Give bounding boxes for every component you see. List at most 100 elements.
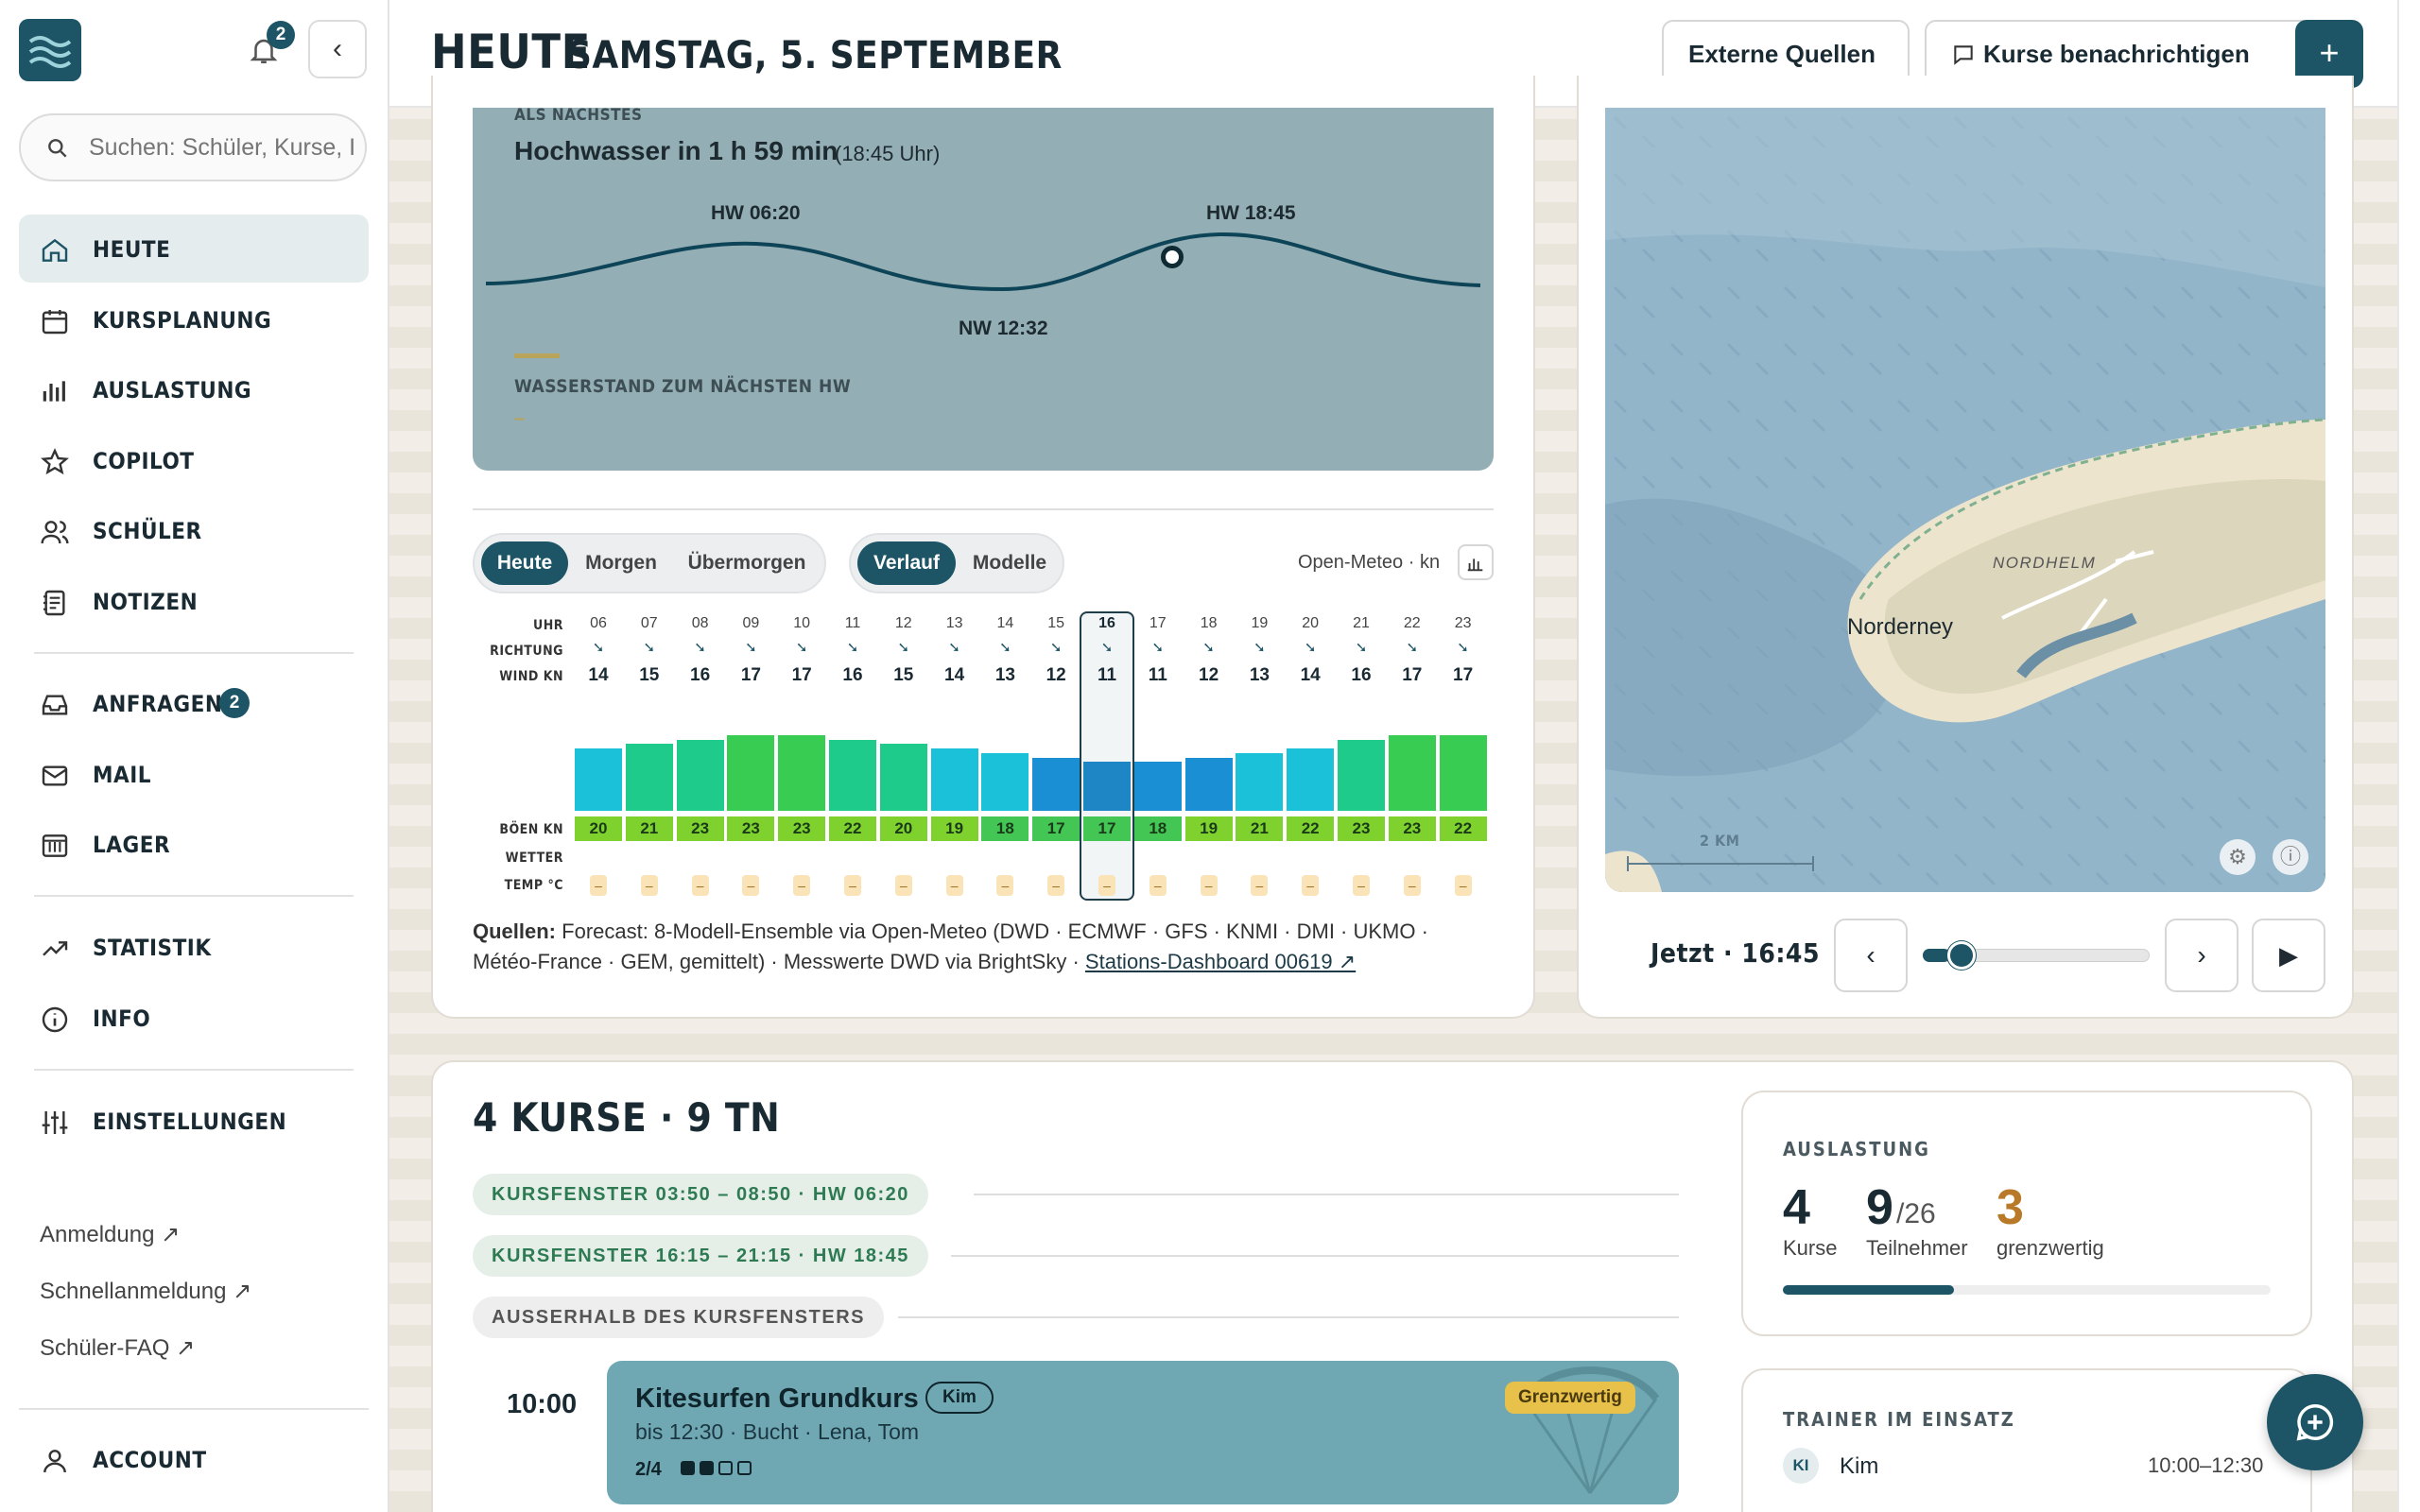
link-anmeldung[interactable]: Anmeldung ↗ [40, 1222, 181, 1247]
mode-option-modelle[interactable]: Modelle [972, 552, 1047, 574]
copilot-chat-button[interactable] [2267, 1374, 2363, 1470]
wind-speed-value: 12 [1046, 665, 1066, 685]
map-settings-button[interactable]: ⚙ [2220, 839, 2256, 875]
sidebar-item-label: ANFRAGEN [93, 691, 223, 717]
day-option-heute[interactable]: Heute [481, 541, 568, 585]
hour-label: 08 [691, 615, 709, 631]
course-count: 2/4 [635, 1459, 662, 1480]
search-input[interactable] [89, 129, 363, 166]
wind-speed-value: 15 [893, 665, 914, 685]
temp-value: – [894, 875, 912, 896]
chart-toggle-button[interactable] [1458, 544, 1494, 580]
mode-option-verlauf[interactable]: Verlauf [857, 541, 956, 585]
temp-value: – [1047, 875, 1065, 896]
course-entry[interactable]: Kitesurfen Grundkurs Kim bis 12:30 · Buc… [607, 1361, 1679, 1504]
course-details: bis 12:30 · Bucht · Lena, Tom [635, 1419, 920, 1444]
trainer-avatar: KI [1783, 1448, 1819, 1484]
slider-fill [1923, 949, 1950, 962]
gust-value: 18 [981, 816, 1029, 841]
sidebar-item-label: KURSPLANUNG [93, 307, 272, 334]
hour-label: 14 [996, 615, 1014, 631]
chat-icon [2296, 1404, 2334, 1441]
map-district-label: NORDHELM [1993, 554, 2097, 572]
slider-thumb[interactable] [1946, 941, 1976, 970]
hour-label: 16 [1098, 615, 1115, 631]
map-prev-button[interactable]: ‹ [1834, 919, 1908, 992]
notifications-button[interactable]: 2 [244, 21, 295, 70]
sidebar-item-schueler[interactable]: SCHÜLER [19, 496, 369, 564]
sidebar-item-statistik[interactable]: STATISTIK [19, 913, 369, 981]
sidebar-item-notizen[interactable]: NOTIZEN [19, 567, 369, 635]
sidebar-item-mail[interactable]: MAIL [19, 740, 369, 808]
gust-value: 20 [879, 816, 927, 841]
wind-direction-icon: ➘ [1049, 640, 1063, 656]
temp-value: – [590, 875, 607, 896]
sidebar-item-label: STATISTIK [93, 935, 212, 961]
sidebar-item-label: HEUTE [93, 236, 171, 263]
sources-line2: Météo-France · GEM, gemittelt) · Messwer… [473, 950, 1080, 973]
map-view[interactable]: Norderney NORDHELM 2 KM ⚙ ⓘ [1605, 108, 2325, 892]
sidebar-item-einstellungen[interactable]: EINSTELLUNGEN [19, 1087, 369, 1155]
map-time-slider[interactable] [1923, 941, 2150, 970]
day-option-uebermorgen[interactable]: Übermorgen [687, 552, 806, 574]
trend-icon [43, 941, 68, 956]
temp-value: – [793, 875, 811, 896]
temp-value: – [1200, 875, 1218, 896]
sidebar-item-info[interactable]: INFO [19, 984, 369, 1052]
hour-label: 21 [1353, 615, 1370, 631]
sidebar-item-account[interactable]: ACCOUNT [19, 1425, 369, 1493]
capacity-dot-filled [681, 1461, 695, 1475]
hour-label: 17 [1149, 615, 1167, 631]
row-label-richtung: RICHTUNG [490, 644, 563, 659]
app-logo[interactable] [19, 19, 81, 81]
notes-icon [43, 590, 65, 616]
wind-speed-value: 11 [1148, 665, 1167, 685]
gust-value: 22 [829, 816, 876, 841]
map-next-button[interactable]: › [2165, 919, 2238, 992]
row-label-wind: WIND KN [499, 669, 563, 684]
capacity-dot-filled [700, 1461, 714, 1475]
sidebar-item-kursplanung[interactable]: KURSPLANUNG [19, 285, 369, 353]
gust-value: 18 [1133, 816, 1182, 841]
collapse-sidebar-button[interactable]: ‹ [308, 20, 367, 78]
map-drawing [1605, 108, 2325, 892]
wind-direction-icon: ➘ [1457, 640, 1469, 656]
page-scrollbar[interactable] [2397, 0, 2420, 1512]
sidebar-item-copilot[interactable]: COPILOT [19, 426, 369, 494]
wind-speed-value: 14 [1300, 665, 1321, 685]
nw-label: NW 12:32 [959, 318, 1048, 339]
wind-bar [1287, 748, 1335, 811]
link-schnellanmeldung[interactable]: Schnellanmeldung ↗ [40, 1279, 252, 1304]
sidebar-divider [34, 1069, 354, 1071]
participants-label: Teilnehmer [1866, 1236, 1968, 1260]
sidebar-item-heute[interactable]: HEUTE [19, 215, 369, 283]
search-box[interactable] [19, 113, 367, 181]
notifications-badge: 2 [267, 21, 295, 49]
user-icon [43, 1450, 66, 1473]
sidebar-item-anfragen[interactable]: ANFRAGEN 2 [19, 669, 369, 737]
wind-speed-value: 16 [690, 665, 711, 685]
sidebar-item-label: LAGER [93, 832, 171, 858]
borderline-label: grenzwertig [1996, 1236, 2104, 1260]
gust-value: 21 [1236, 816, 1284, 841]
gust-value: 23 [727, 816, 775, 841]
trainer-tag: Kim [925, 1382, 994, 1414]
temp-value: – [1353, 875, 1370, 896]
sidebar-item-lager[interactable]: LAGER [19, 810, 369, 878]
sidebar-item-auslastung[interactable]: AUSLASTUNG [19, 355, 369, 423]
course-time: 10:00 [507, 1389, 578, 1419]
temp-value: – [691, 875, 709, 896]
map-info-button[interactable]: ⓘ [2273, 839, 2308, 875]
sidebar-item-label: INFO [93, 1005, 151, 1032]
wind-speed-value: 17 [1402, 665, 1423, 685]
temp-value: – [844, 875, 861, 896]
wind-speed-value: 17 [740, 665, 761, 685]
link-schueler-faq[interactable]: Schüler-FAQ ↗ [40, 1335, 196, 1361]
stations-dashboard-link[interactable]: Stations-Dashboard 00619 ↗ [1084, 950, 1357, 973]
day-option-morgen[interactable]: Morgen [585, 552, 657, 574]
map-play-button[interactable]: ▶ [2252, 919, 2325, 992]
gear-icon: ⚙ [2228, 845, 2247, 868]
temp-value: – [1251, 875, 1269, 896]
sources-line1: Forecast: 8-Modell-Ensemble via Open-Met… [562, 919, 1428, 943]
gust-value: 20 [575, 816, 622, 841]
